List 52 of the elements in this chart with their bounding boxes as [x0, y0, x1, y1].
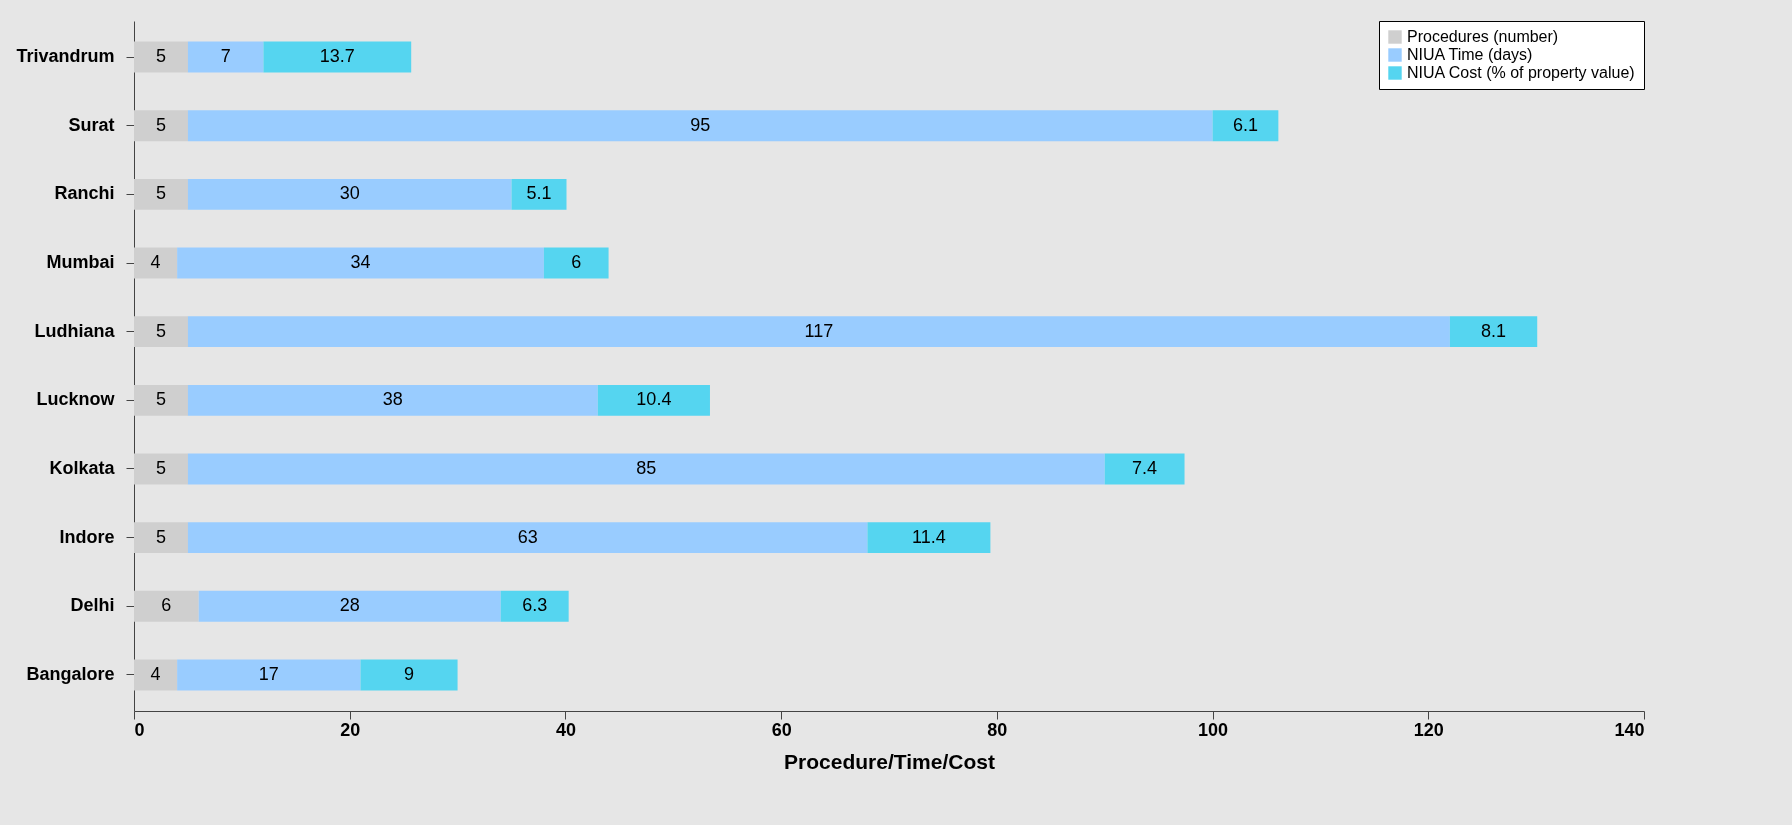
data-label: 34	[350, 252, 371, 273]
data-label: 38	[382, 389, 403, 410]
data-label: 7.4	[1132, 457, 1158, 478]
data-label: 5	[155, 46, 166, 67]
data-label: 6.1	[1232, 114, 1258, 135]
x-tick-label: 100	[1198, 719, 1229, 740]
data-label: 5	[155, 389, 166, 410]
data-label: 30	[339, 183, 360, 204]
data-label: 6	[161, 595, 172, 616]
data-label: 28	[339, 595, 360, 616]
data-label: 5.1	[526, 183, 552, 204]
x-tick-label: 60	[771, 719, 792, 740]
data-label: 9	[404, 663, 415, 684]
data-label: 5	[155, 183, 166, 204]
y-tick-label: Surat	[68, 114, 115, 135]
data-label: 6	[571, 252, 582, 273]
y-tick-label: Lucknow	[36, 389, 116, 410]
data-label: 95	[690, 114, 711, 135]
y-tick-label: Bangalore	[26, 663, 115, 684]
data-label: 4	[150, 663, 161, 684]
data-label: 7	[220, 46, 231, 67]
x-tick-label: 40	[555, 719, 576, 740]
legend-label: Procedures (number)	[1407, 28, 1559, 45]
data-label: 63	[517, 526, 538, 547]
legend-label: NIUA Time (days)	[1407, 46, 1533, 63]
data-label: 85	[636, 457, 657, 478]
y-tick-label: Indore	[59, 526, 115, 547]
data-label: 17	[258, 663, 279, 684]
data-label: 117	[804, 320, 834, 341]
data-label: 13.7	[319, 46, 355, 67]
legend-label: NIUA Cost (% of property value)	[1407, 64, 1635, 81]
x-tick-label: 80	[987, 719, 1008, 740]
x-axis-title: Procedure/Time/Cost	[784, 749, 995, 773]
x-tick-label: 20	[340, 719, 361, 740]
data-label: 8.1	[1481, 320, 1507, 341]
data-label: 5	[155, 114, 166, 135]
data-label: 4	[150, 252, 161, 273]
data-label: 5	[155, 320, 166, 341]
data-label: 5	[155, 457, 166, 478]
x-tick-label: 120	[1413, 719, 1444, 740]
y-tick-label: Ranchi	[54, 183, 115, 204]
y-tick-label: Delhi	[70, 595, 115, 616]
y-tick-label: Mumbai	[46, 252, 115, 273]
y-tick-label: Ludhiana	[34, 320, 116, 341]
x-tick-label: 140	[1614, 719, 1645, 740]
data-label: 5	[155, 526, 166, 547]
y-tick-label: Trivandrum	[16, 46, 115, 67]
y-tick-label: Kolkata	[49, 457, 116, 478]
data-label: 10.4	[636, 389, 672, 410]
data-label: 11.4	[912, 526, 946, 547]
x-tick-label: 0	[134, 719, 145, 740]
data-label: 6.3	[522, 595, 548, 616]
